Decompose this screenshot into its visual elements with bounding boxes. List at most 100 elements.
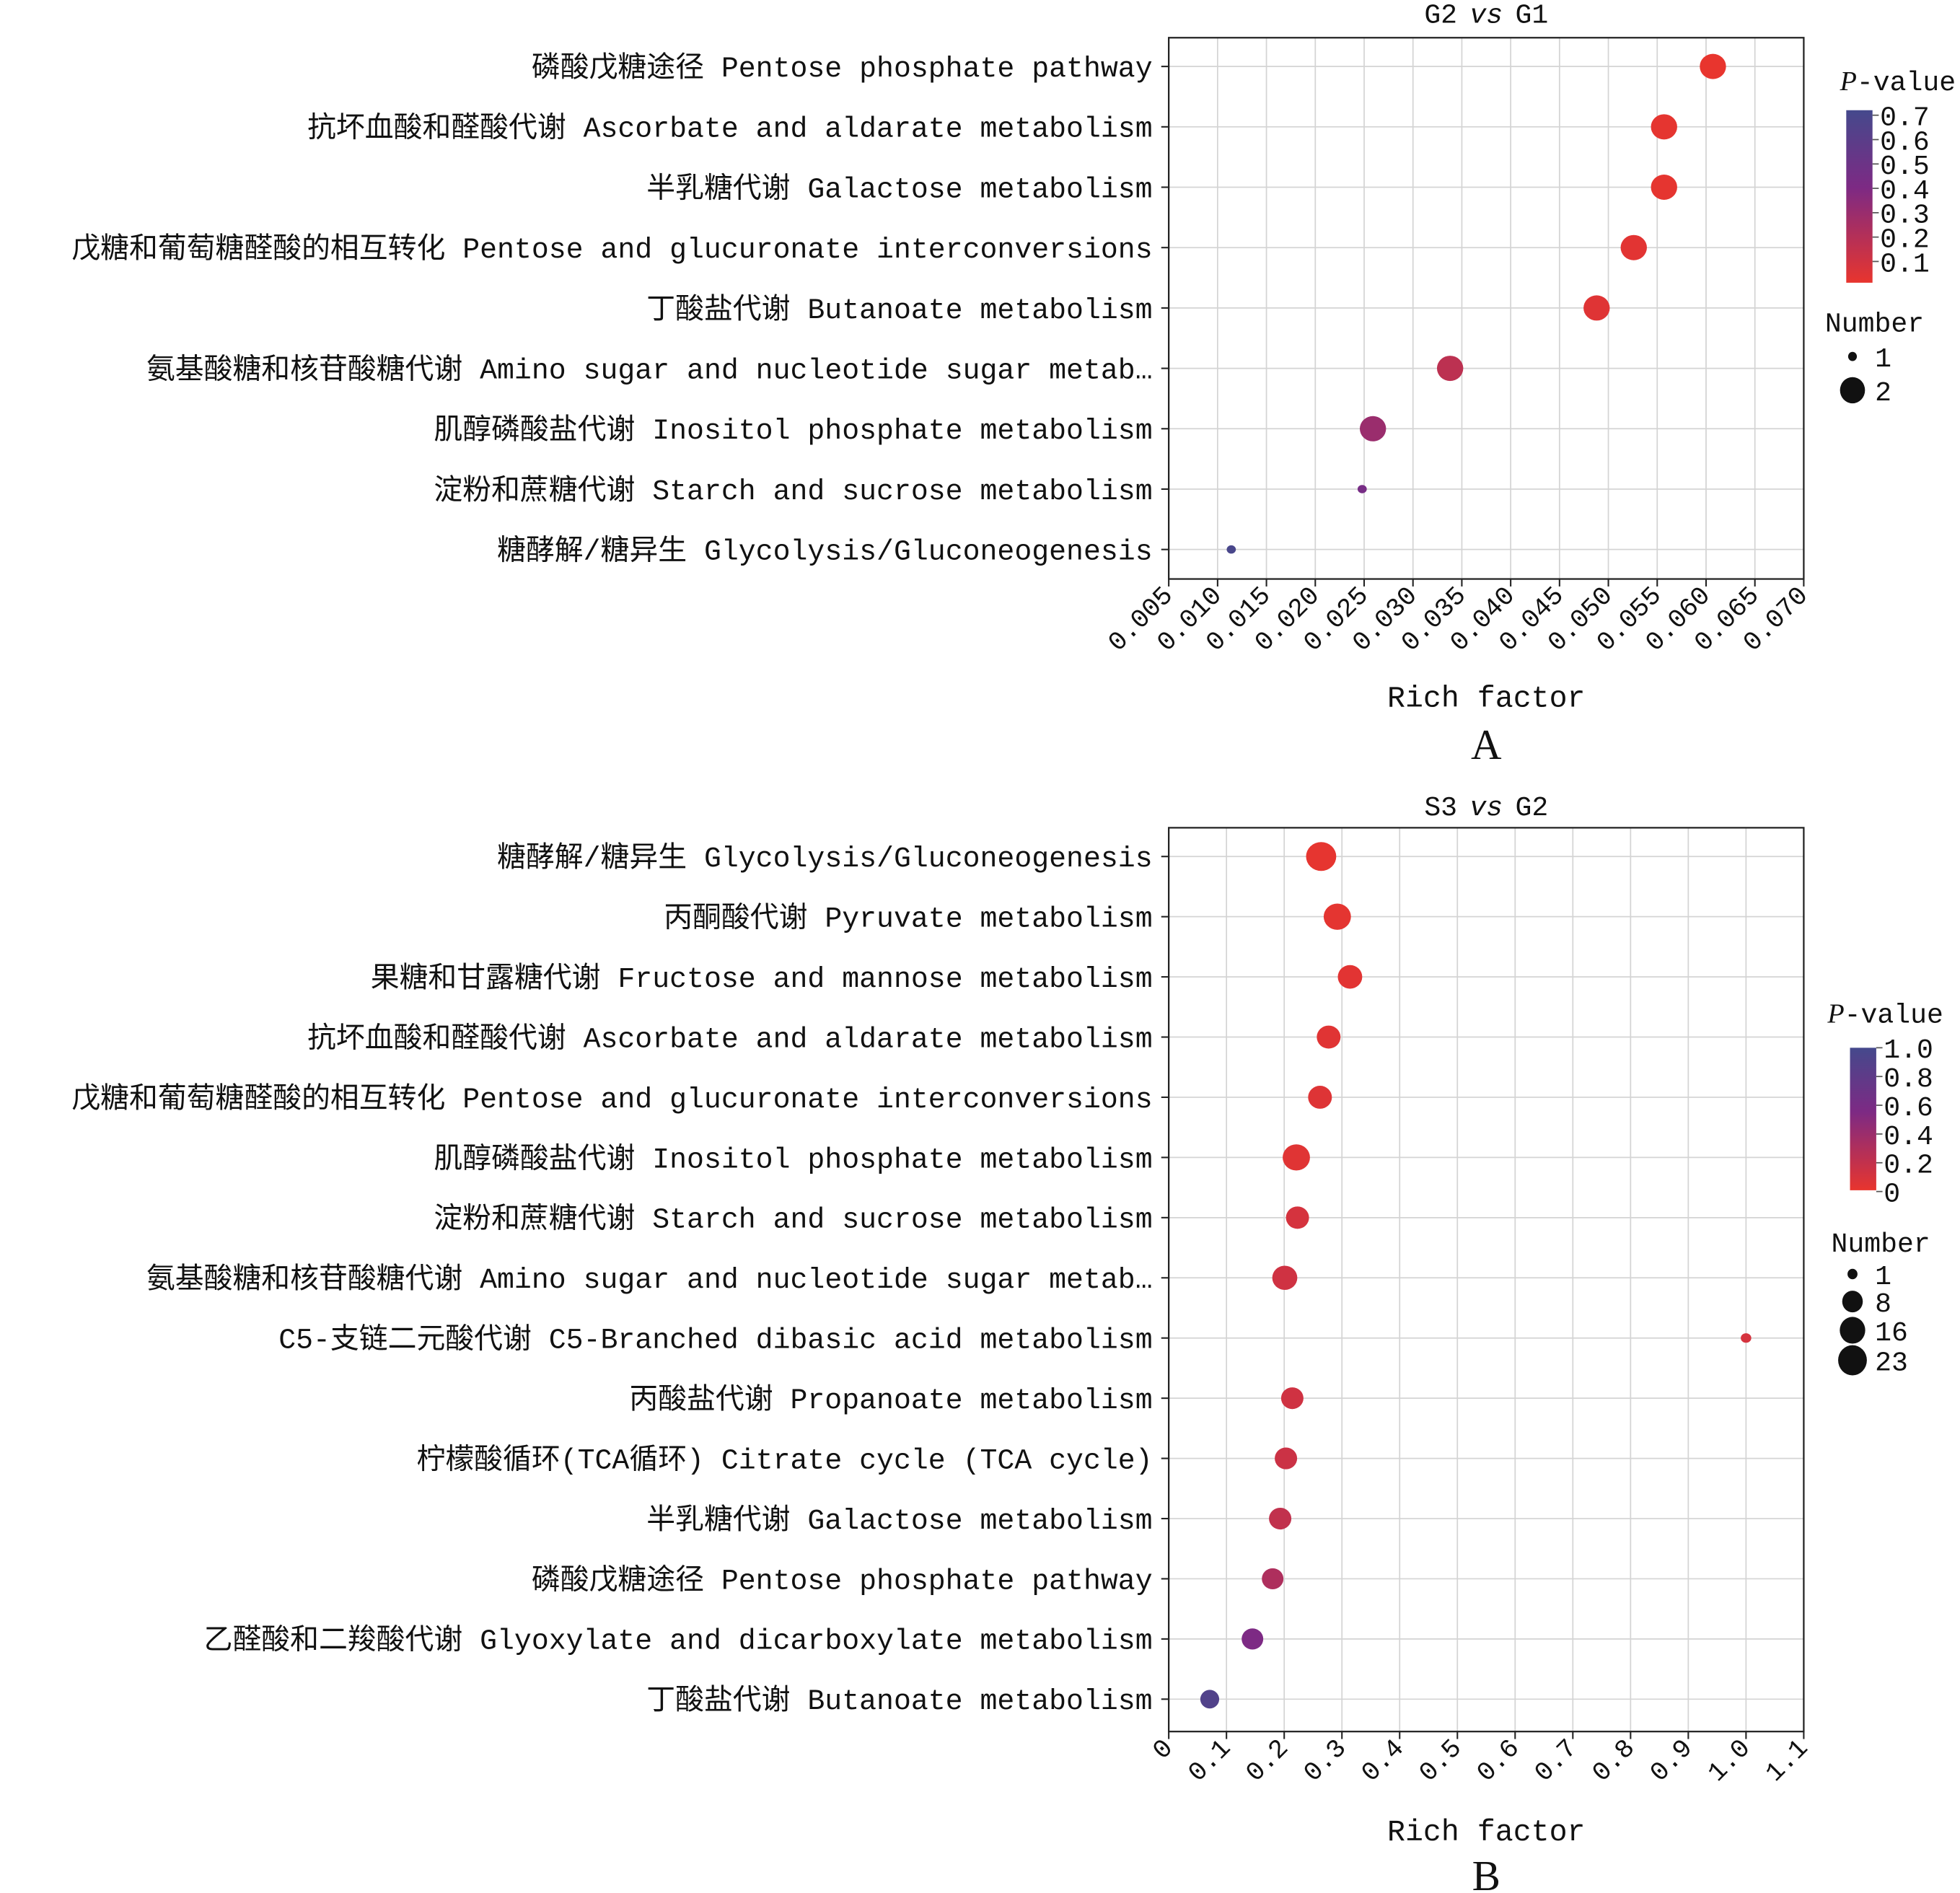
y-tick-label: 肌醇磷酸盐代谢 Inositol phosphate metabolism bbox=[434, 413, 1152, 447]
title-right: G2 bbox=[1515, 793, 1548, 824]
colorbar-tick-label: 0 bbox=[1884, 1179, 1900, 1210]
x-tick-label: 0.6 bbox=[1472, 1734, 1526, 1788]
colorbar-tick-label: 0.6 bbox=[1880, 127, 1930, 158]
data-point bbox=[1741, 1333, 1752, 1343]
colorbar-tick-label: 0.4 bbox=[1884, 1122, 1933, 1153]
y-tick-label: 柠檬酸循环(TCA循环) Citrate cycle (TCA cycle) bbox=[416, 1444, 1152, 1477]
x-tick-label: 0.9 bbox=[1645, 1734, 1699, 1788]
y-tick-label: C5-支链二元酸代谢 C5-Branched dibasic acid meta… bbox=[278, 1324, 1152, 1357]
y-tick-label: 丙酸盐代谢 Propanoate metabolism bbox=[629, 1384, 1152, 1417]
colorbar-tick-label: 0.6 bbox=[1884, 1093, 1933, 1124]
y-tick-label: 丙酮酸代谢 Pyruvate metabolism bbox=[664, 902, 1152, 936]
y-tick-label: 肌醇磷酸盐代谢 Inositol phosphate metabolism bbox=[434, 1142, 1152, 1176]
size-legend-dot bbox=[1847, 1268, 1858, 1280]
data-point bbox=[1242, 1628, 1264, 1650]
data-point bbox=[1700, 53, 1726, 79]
data-point bbox=[1436, 356, 1464, 382]
panel-label: B bbox=[1472, 1853, 1500, 1893]
data-point bbox=[1306, 842, 1337, 871]
x-tick-label: 0.8 bbox=[1587, 1734, 1641, 1788]
y-tick-label: 丁酸盐代谢 Butanoate metabolism bbox=[646, 294, 1152, 327]
y-tick-label: 磷酸戊糖途径 Pentose phosphate pathway bbox=[532, 1563, 1153, 1597]
pvalue-title-p: P bbox=[1840, 66, 1857, 97]
data-point bbox=[1583, 295, 1610, 321]
plot-frame bbox=[1168, 37, 1805, 580]
y-tick-label: 乙醛酸和二羧酸代谢 Glyoxylate and dicarboxylate m… bbox=[204, 1624, 1153, 1658]
y-tick-label: 抗坏血酸和醛酸代谢 Ascorbate and aldarate metabol… bbox=[307, 1022, 1153, 1055]
y-tick-label: 磷酸戊糖途径 Pentose phosphate pathway bbox=[532, 51, 1153, 85]
x-tick-label: 1.0 bbox=[1702, 1734, 1757, 1788]
y-tick-label: 淀粉和蔗糖代谢 Starch and sucrose metabolism bbox=[434, 1203, 1152, 1237]
size-legend-label: 8 bbox=[1875, 1289, 1891, 1320]
data-point bbox=[1323, 903, 1351, 930]
size-legend-dot bbox=[1840, 377, 1865, 404]
size-legend-label: 1 bbox=[1875, 344, 1891, 375]
data-point bbox=[1280, 1387, 1304, 1410]
pvalue-legend-title: P-value bbox=[1840, 66, 1956, 99]
y-tick-label: 糖酵解/糖异生 Glycolysis/Gluconeogenesis bbox=[497, 841, 1153, 875]
data-point bbox=[1317, 1025, 1341, 1049]
plot-frame bbox=[1168, 827, 1805, 1733]
x-axis-label: Rich factor bbox=[1387, 682, 1585, 716]
colorbar-tick-label: 0.8 bbox=[1884, 1064, 1933, 1095]
data-point bbox=[1262, 1568, 1284, 1590]
title-vs: vs bbox=[1469, 793, 1503, 824]
chart-title: S3 vs G2 bbox=[1424, 793, 1548, 824]
data-point bbox=[1651, 114, 1677, 140]
colorbar-tick-label: 0.3 bbox=[1880, 201, 1930, 232]
pvalue-title-rest: -value bbox=[1857, 68, 1956, 99]
size-legend-dot bbox=[1838, 1345, 1867, 1376]
title-left: G2 bbox=[1424, 0, 1457, 31]
data-point bbox=[1283, 1144, 1310, 1171]
pvalue-title-rest: -value bbox=[1845, 1001, 1943, 1032]
colorbar-tick-label: 0.2 bbox=[1884, 1151, 1933, 1182]
chart-panel-b: 0 0.1 0.2 0.3 0.4 0.5 0.6 0.7 0.8 0.9 1.0 1.1糖酵解/糖异… bbox=[71, 793, 1943, 1893]
y-tick-label: 糖酵解/糖异生 Glycolysis/Gluconeogenesis bbox=[497, 535, 1153, 568]
title-left: S3 bbox=[1424, 793, 1457, 824]
x-tick-label: 1.1 bbox=[1760, 1734, 1814, 1788]
y-tick-label: 抗坏血酸和醛酸代谢 Ascorbate and aldarate metabol… bbox=[307, 112, 1153, 146]
y-tick-label: 半乳糖代谢 Galactose metabolism bbox=[646, 172, 1152, 206]
x-tick-label: 0.7 bbox=[1529, 1734, 1583, 1788]
title-vs: vs bbox=[1469, 0, 1503, 31]
colorbar-tick-label: 0.5 bbox=[1880, 151, 1930, 183]
size-legend-label: 16 bbox=[1875, 1318, 1908, 1349]
data-point bbox=[1357, 485, 1367, 493]
pvalue-colorbar bbox=[1850, 1047, 1876, 1190]
size-legend-label: 2 bbox=[1875, 378, 1891, 409]
colorbar-tick-label: 0.1 bbox=[1880, 249, 1930, 280]
pvalue-title-p: P bbox=[1827, 999, 1844, 1029]
chart-panel-a: 0.0050.0100.0150.0200.0250.0300.0350.040… bbox=[71, 0, 1956, 768]
data-point bbox=[1269, 1507, 1292, 1530]
y-tick-label: 戊糖和葡萄糖醛酸的相互转化 Pentose and glucuronate in… bbox=[71, 232, 1152, 266]
data-point bbox=[1286, 1206, 1309, 1229]
size-legend-label: 23 bbox=[1875, 1348, 1908, 1379]
panel-label: A bbox=[1471, 721, 1502, 768]
number-legend-title: Number bbox=[1832, 1229, 1930, 1260]
colorbar-tick-label: 1.0 bbox=[1884, 1035, 1933, 1066]
x-tick-label: 0.3 bbox=[1298, 1734, 1353, 1788]
pvalue-legend-title: P-value bbox=[1827, 999, 1943, 1032]
size-legend-dot bbox=[1847, 351, 1858, 361]
x-tick-label: 0.2 bbox=[1241, 1734, 1295, 1788]
data-point bbox=[1226, 545, 1236, 554]
size-legend-dot bbox=[1840, 1317, 1865, 1344]
x-tick-label: 0.5 bbox=[1414, 1734, 1468, 1788]
y-tick-label: 戊糖和葡萄糖醛酸的相互转化 Pentose and glucuronate in… bbox=[71, 1082, 1152, 1116]
x-tick-label: 0.4 bbox=[1356, 1734, 1410, 1788]
chart-title: G2 vs G1 bbox=[1424, 0, 1548, 31]
data-point bbox=[1651, 175, 1677, 201]
data-point bbox=[1272, 1265, 1298, 1291]
colorbar-tick-label: 0.4 bbox=[1880, 176, 1930, 207]
y-tick-label: 氨基酸糖和核苷酸糖代谢 Amino sugar and nucleotide s… bbox=[146, 353, 1153, 387]
data-point bbox=[1200, 1690, 1220, 1709]
data-point bbox=[1620, 234, 1647, 260]
y-tick-label: 淀粉和蔗糖代谢 Starch and sucrose metabolism bbox=[434, 474, 1152, 508]
colorbar-tick-label: 0.7 bbox=[1880, 103, 1930, 134]
data-point bbox=[1275, 1447, 1298, 1470]
x-tick-label: 0 bbox=[1147, 1734, 1179, 1765]
colorbar-tick-label: 0.2 bbox=[1880, 225, 1930, 256]
size-legend-label: 1 bbox=[1875, 1262, 1891, 1293]
size-legend-dot bbox=[1842, 1291, 1863, 1313]
